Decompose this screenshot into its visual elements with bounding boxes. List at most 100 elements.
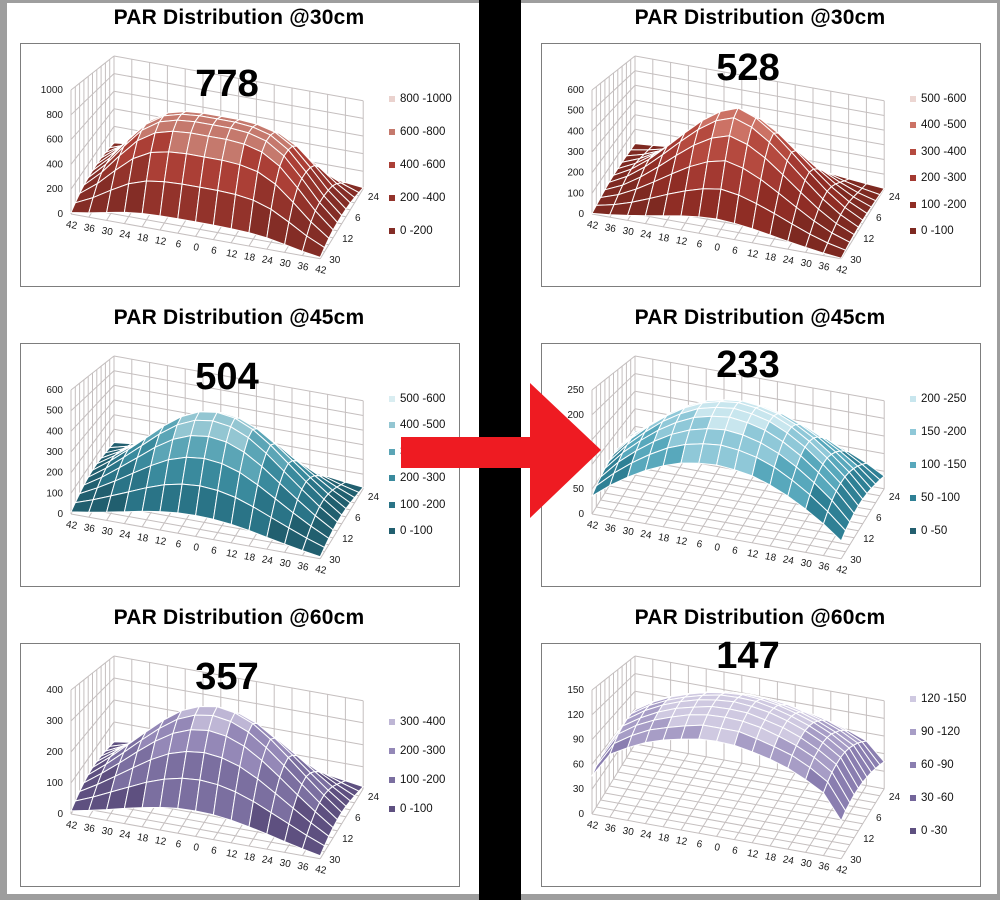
depth-axis-tick-label: 30: [329, 555, 341, 566]
grid-line: [591, 355, 636, 391]
x-axis-tick-label: 24: [782, 254, 795, 267]
grid-line: [75, 806, 325, 853]
chart-title: PAR Distribution @45cm: [113, 306, 365, 329]
grid-line: [634, 655, 885, 702]
z-axis-tick-label: 600: [46, 135, 63, 146]
legend-label: 150 -200: [921, 426, 967, 438]
peak-value-label: 778: [195, 63, 258, 105]
legend-swatch: [389, 747, 395, 754]
x-axis-tick-label: 24: [261, 254, 274, 267]
x-axis-tick-label: 42: [835, 264, 848, 277]
legend-label: 800 -1000: [400, 93, 452, 105]
chart-plot-area: 0 30 60 90 120 150 42 36 30 24 18 12 6 0 6 12 18 24 30 36 42…: [541, 635, 981, 887]
x-axis-tick-label: 18: [243, 551, 256, 564]
z-axis-tick-label: 100: [46, 488, 63, 499]
grid-line: [70, 699, 115, 753]
depth-axis-tick-label: 12: [342, 534, 354, 545]
grid-line: [70, 126, 115, 190]
legend-item: 300 -400: [910, 142, 980, 162]
z-axis-tick-label: 200: [46, 468, 63, 479]
legend-label: 100 -200: [400, 773, 446, 786]
depth-axis-tick-label: 30: [329, 255, 341, 266]
z-axis-tick-label: 0: [57, 209, 63, 220]
x-axis-tick-label: 24: [118, 229, 131, 242]
depth-axis-tick-label: 12: [863, 234, 875, 245]
legend-swatch: [389, 396, 395, 402]
legend-item: 120 -150: [910, 689, 980, 709]
z-axis-tick-label: 0: [578, 209, 584, 220]
x-axis-tick-label: 6: [695, 239, 703, 251]
x-axis-tick-label: 0: [192, 542, 200, 554]
x-axis-tick-label: 36: [817, 261, 830, 274]
legend-label: 0 -100: [921, 224, 954, 237]
legend-swatch: [910, 696, 916, 702]
x-axis-tick-label: 42: [65, 819, 78, 832]
depth-axis-tick-label: 6: [876, 813, 882, 824]
legend-swatch: [910, 122, 916, 129]
chart-title: PAR Distribution @45cm: [634, 306, 886, 329]
x-axis-tick-label: 0: [713, 242, 721, 254]
z-axis-tick-label: 200: [46, 747, 63, 758]
chart-panel-60cm-left: PAR Distribution @60cm 0 100 200 300 400 42 36…: [20, 606, 460, 887]
grid-line: [613, 778, 863, 825]
chart-panel-45cm-right: PAR Distribution @45cm 05010015020025042…: [541, 306, 981, 587]
x-axis-tick-label: 18: [657, 832, 670, 845]
grid-line: [70, 677, 115, 722]
surface-plot: 0501001502002504236302418126061218243036…: [567, 344, 900, 577]
chart-title: PAR Distribution @60cm: [634, 606, 886, 629]
x-axis-tick-label: 24: [639, 829, 652, 842]
legend-swatch: [910, 396, 916, 402]
legend-item: 600 -800: [389, 122, 459, 142]
z-axis-tick-label: 200: [567, 410, 584, 421]
axis-labels: 0501001502002504236302418126061218243036…: [567, 385, 900, 577]
legend-swatch: [910, 729, 916, 735]
grid-line: [591, 55, 636, 91]
legend-swatch: [910, 429, 916, 435]
x-axis-tick-label: 30: [101, 225, 114, 238]
legend-item: 200 -300: [389, 741, 459, 761]
x-axis-tick-label: 30: [279, 257, 292, 270]
surface-cell: [822, 781, 846, 822]
legend-item: 100 -200: [389, 770, 459, 790]
legend-swatch: [389, 96, 395, 102]
x-axis-tick-label: 6: [174, 539, 182, 551]
surface-cell: [301, 235, 325, 258]
legend: 200 -250 150 -200 100 -150 50 -100 0 -50: [910, 389, 980, 541]
grid-line: [604, 492, 855, 539]
legend-label: 200 -400: [400, 192, 446, 204]
peak-value-label: 233: [716, 344, 779, 386]
depth-axis-tick-label: 30: [850, 855, 862, 866]
chart-panel-60cm-right: PAR Distribution @60cm 0 30 60 90 120 150 42 36…: [541, 606, 981, 887]
z-axis-tick-label: 120: [567, 710, 584, 721]
legend-swatch: [910, 175, 916, 182]
legend-item: 200 -300: [389, 468, 459, 488]
depth-axis-tick-label: 6: [355, 513, 361, 524]
x-axis-tick-label: 12: [746, 248, 759, 261]
grid-line: [70, 355, 115, 391]
legend-label: 600 -800: [400, 126, 446, 138]
x-axis-tick-label: 6: [210, 845, 218, 857]
legend-item: 200 -250: [910, 389, 980, 409]
grid-line: [70, 399, 115, 453]
grid-line: [634, 84, 885, 131]
grid-line: [70, 90, 115, 140]
grid-line: [591, 213, 842, 260]
legend-swatch: [910, 528, 916, 534]
x-axis-tick-label: 18: [243, 851, 256, 864]
peak-value-label: 147: [716, 635, 779, 677]
surface-cell: [822, 511, 846, 542]
legend-swatch: [389, 422, 395, 429]
surface-mesh: [70, 111, 364, 258]
x-axis-tick-label: 36: [296, 861, 309, 874]
chart-panel-30cm-right: PAR Distribution @30cm 0 100 200 300 400 500 6…: [541, 6, 981, 287]
x-axis-tick-label: 18: [136, 532, 149, 545]
z-axis-tick-label: 500: [46, 406, 63, 417]
grid-line: [634, 70, 885, 116]
depth-axis-tick-label: 12: [863, 834, 875, 845]
legend-item: 50 -100: [910, 488, 980, 508]
x-axis-tick-label: 12: [154, 235, 167, 248]
